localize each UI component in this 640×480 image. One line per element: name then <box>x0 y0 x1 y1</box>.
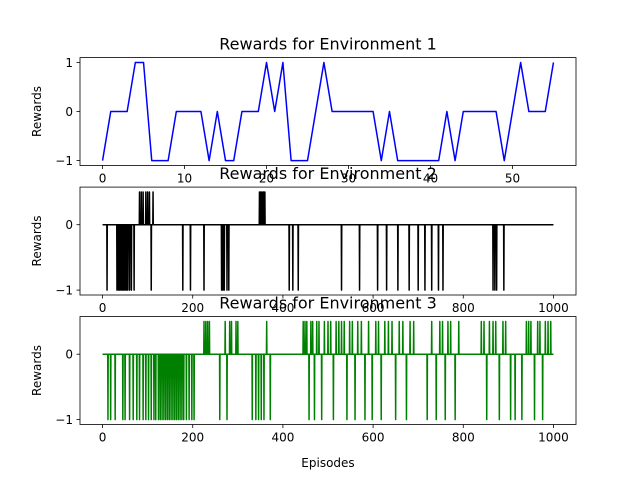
chart-title-environment-1: Rewards for Environment 1 <box>219 35 437 54</box>
x-tick-label: 200 <box>181 431 204 445</box>
x-tick-label: 800 <box>452 301 475 315</box>
x-tick-label: 800 <box>452 431 475 445</box>
plot-frame-environment-2 <box>79 186 577 296</box>
x-tick-label: 1000 <box>538 301 569 315</box>
y-tick-label: 0 <box>65 105 73 119</box>
x-tick-label: 1000 <box>538 431 569 445</box>
chart-title-environment-3: Rewards for Environment 3 <box>219 294 437 313</box>
y-tick-label: 1 <box>65 56 73 70</box>
x-tick-label: 0 <box>99 172 107 186</box>
subplot-environment-3: 0 200 400 600 800 1000 −1 0 Rewards for Enviro… <box>30 294 577 470</box>
subplot-environment-2: 0 200 400 600 800 1000 −10 Rewards for Enviro… <box>30 164 577 315</box>
x-tick-label: 0 <box>99 431 107 445</box>
y-axis-label-environment-1: Rewards <box>30 86 44 137</box>
x-ticks-environment-1: 0 10 20 30 40 50 <box>99 165 520 186</box>
y-tick-label: −1 <box>55 154 73 168</box>
x-tick-label: 600 <box>362 301 385 315</box>
chart-title-environment-2: Rewards for Environment 2 <box>219 164 437 183</box>
series-line-environment-2 <box>102 191 554 291</box>
x-tick-label: 400 <box>271 431 294 445</box>
subplot-environment-1: 0 10 20 30 40 50 −1 0 1 Rewards for Environment… <box>30 35 577 186</box>
y-axis-label-environment-2: Rewards <box>30 216 44 267</box>
y-axis-label-environment-3: Rewards <box>30 345 44 396</box>
x-ticks-environment-3: 0 200 400 600 800 1000 <box>99 424 569 445</box>
x-tick-label: 200 <box>181 301 204 315</box>
y-tick-label: 0 <box>65 218 73 232</box>
x-tick-label: 30 <box>341 172 356 186</box>
x-axis-label: Episodes <box>301 456 354 470</box>
y-tick-label: −1 <box>55 283 73 297</box>
x-tick-label: 50 <box>505 172 520 186</box>
y-tick-label: −1 <box>55 413 73 427</box>
y-ticks-environment-1: −1 0 1 <box>55 56 80 168</box>
y-ticks-environment-2: −1 0 <box>55 218 80 297</box>
x-tick-label: 0 <box>99 301 107 315</box>
x-tick-label: 400 <box>271 301 294 315</box>
x-tick-label: 20 <box>259 172 274 186</box>
x-ticks-environment-2: 0 200 400 600 800 1000 <box>99 295 569 315</box>
series-line-environment-3 <box>102 320 554 421</box>
x-tick-label: 40 <box>423 172 438 186</box>
y-tick-label: 0 <box>65 348 73 362</box>
y-ticks-environment-3: −1 0 <box>55 348 80 427</box>
plot-frame-environment-3 <box>79 316 577 425</box>
x-tick-label: 600 <box>362 431 385 445</box>
x-tick-label: 10 <box>177 172 192 186</box>
series-line-environment-1 <box>101 61 555 162</box>
